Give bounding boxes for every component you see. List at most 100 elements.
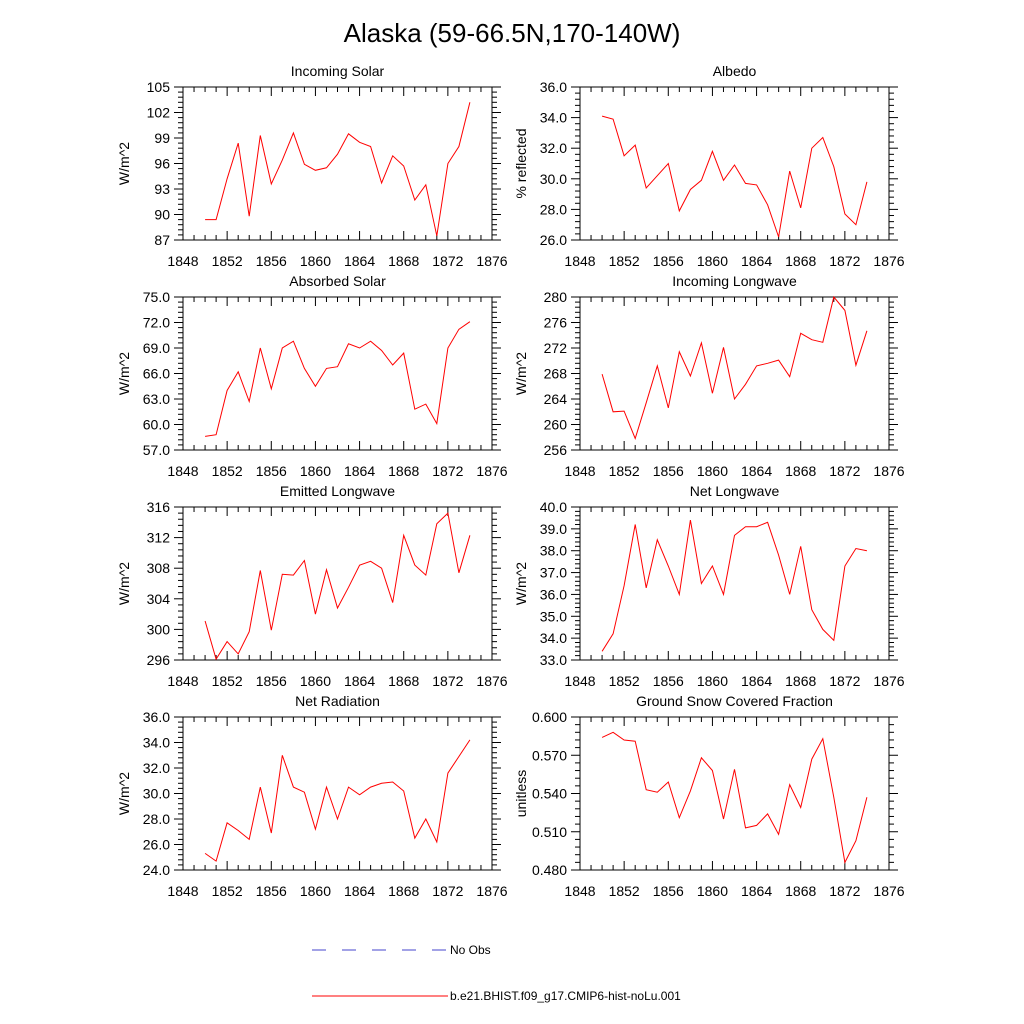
y-tick-label: 0.510 <box>532 824 567 840</box>
y-tick-label: 36.0 <box>540 586 567 602</box>
plot-frame <box>579 296 890 451</box>
chart-panel: Incoming Longwave W/m^2 1848 1852 1856 1860 18… <box>513 273 905 479</box>
y-tick-label: 34.0 <box>540 110 567 126</box>
x-tick-label: 1872 <box>432 883 463 899</box>
y-tick-label: 316 <box>147 499 171 515</box>
x-tick-label: 1864 <box>741 253 772 269</box>
panel-title: Incoming Solar <box>291 63 385 79</box>
x-tick-label: 1876 <box>476 673 507 689</box>
x-tick-label: 1872 <box>432 253 463 269</box>
x-tick-label: 1876 <box>476 253 507 269</box>
x-tick-label: 1860 <box>697 883 728 899</box>
y-tick-label: 60.0 <box>143 417 170 433</box>
x-tick-label: 1856 <box>653 883 684 899</box>
x-tick-label: 1876 <box>873 253 904 269</box>
y-axis-label: W/m^2 <box>116 352 132 395</box>
panel-title: Net Radiation <box>295 693 380 709</box>
x-tick-label: 1852 <box>212 463 243 479</box>
y-tick-label: 38.0 <box>540 543 567 559</box>
x-tick-label: 1852 <box>609 673 640 689</box>
chart-panel: Incoming Solar W/m^2 1848 1852 1856 1860 1864 1… <box>116 63 508 269</box>
y-tick-label: 30.0 <box>143 786 170 802</box>
y-axis-label: W/m^2 <box>116 142 132 185</box>
x-tick-label: 1864 <box>741 463 772 479</box>
y-axis-label: W/m^2 <box>513 562 529 605</box>
y-tick-label: 272 <box>544 340 568 356</box>
x-tick-label: 1852 <box>609 883 640 899</box>
y-tick-label: 99 <box>154 130 170 146</box>
x-tick-label: 1860 <box>300 673 331 689</box>
x-tick-label: 1852 <box>212 253 243 269</box>
y-tick-label: 24.0 <box>143 862 170 878</box>
series-line <box>205 321 471 437</box>
y-tick-label: 312 <box>147 530 171 546</box>
y-tick-label: 300 <box>147 621 171 637</box>
y-tick-label: 264 <box>544 391 568 407</box>
y-tick-label: 28.0 <box>540 201 567 217</box>
x-tick-label: 1852 <box>212 673 243 689</box>
x-tick-label: 1848 <box>167 673 198 689</box>
y-tick-label: 69.0 <box>143 340 170 356</box>
plot-frame <box>182 86 493 241</box>
y-tick-label: 34.0 <box>143 735 170 751</box>
x-tick-label: 1852 <box>609 463 640 479</box>
y-tick-label: 63.0 <box>143 391 170 407</box>
x-tick-label: 1848 <box>564 673 595 689</box>
chart-panel: Net Longwave W/m^2 1848 1852 1856 1860 1864 186… <box>513 483 905 689</box>
plot-frame <box>182 506 493 661</box>
x-tick-label: 1856 <box>653 253 684 269</box>
series-line <box>205 102 471 236</box>
plot-frame <box>182 296 493 451</box>
y-tick-label: 105 <box>147 79 171 95</box>
x-tick-label: 1872 <box>829 463 860 479</box>
y-tick-label: 39.0 <box>540 521 567 537</box>
y-tick-label: 30.0 <box>540 171 567 187</box>
y-tick-label: 66.0 <box>143 366 170 382</box>
series-line <box>601 520 867 652</box>
x-tick-label: 1860 <box>300 883 331 899</box>
x-tick-label: 1856 <box>653 463 684 479</box>
panel-grid: Incoming Solar W/m^2 1848 1852 1856 1860 1864 1… <box>116 63 905 899</box>
x-tick-label: 1868 <box>785 883 816 899</box>
x-tick-label: 1864 <box>344 463 375 479</box>
y-axis-label: W/m^2 <box>513 352 529 395</box>
y-tick-label: 276 <box>544 315 568 331</box>
y-tick-label: 296 <box>147 652 171 668</box>
x-tick-label: 1864 <box>344 253 375 269</box>
plot-frame <box>182 716 493 871</box>
y-tick-label: 87 <box>154 232 170 248</box>
x-tick-label: 1848 <box>564 463 595 479</box>
x-tick-label: 1848 <box>564 883 595 899</box>
x-tick-label: 1868 <box>388 253 419 269</box>
x-tick-label: 1872 <box>432 673 463 689</box>
x-tick-label: 1856 <box>256 673 287 689</box>
x-tick-label: 1852 <box>609 253 640 269</box>
y-tick-label: 57.0 <box>143 442 170 458</box>
x-tick-label: 1856 <box>256 463 287 479</box>
x-tick-label: 1856 <box>256 883 287 899</box>
x-tick-label: 1876 <box>476 883 507 899</box>
x-tick-label: 1860 <box>300 463 331 479</box>
x-tick-label: 1868 <box>785 463 816 479</box>
x-tick-label: 1856 <box>653 673 684 689</box>
y-tick-label: 0.480 <box>532 862 567 878</box>
y-tick-label: 280 <box>544 289 568 305</box>
x-tick-label: 1848 <box>167 883 198 899</box>
y-tick-label: 304 <box>147 591 171 607</box>
figure-title: Alaska (59-66.5N,170-140W) <box>344 18 681 48</box>
x-tick-label: 1848 <box>167 253 198 269</box>
legend: No Obs b.e21.BHIST.f09_g17.CMIP6-hist-no… <box>312 943 681 1003</box>
y-axis-label: % reflected <box>513 128 529 198</box>
plot-frame <box>579 86 890 241</box>
y-tick-label: 102 <box>147 105 171 121</box>
x-tick-label: 1860 <box>300 253 331 269</box>
legend-obs-label: No Obs <box>450 943 491 957</box>
y-tick-label: 26.0 <box>143 837 170 853</box>
y-axis-label: W/m^2 <box>116 772 132 815</box>
y-tick-label: 37.0 <box>540 565 567 581</box>
y-tick-label: 33.0 <box>540 652 567 668</box>
legend-model-label: b.e21.BHIST.f09_g17.CMIP6-hist-noLu.001 <box>450 989 681 1003</box>
chart-panel: Absorbed Solar W/m^2 1848 1852 1856 1860 1864 1… <box>116 273 508 479</box>
x-tick-label: 1868 <box>785 673 816 689</box>
y-tick-label: 0.540 <box>532 786 567 802</box>
